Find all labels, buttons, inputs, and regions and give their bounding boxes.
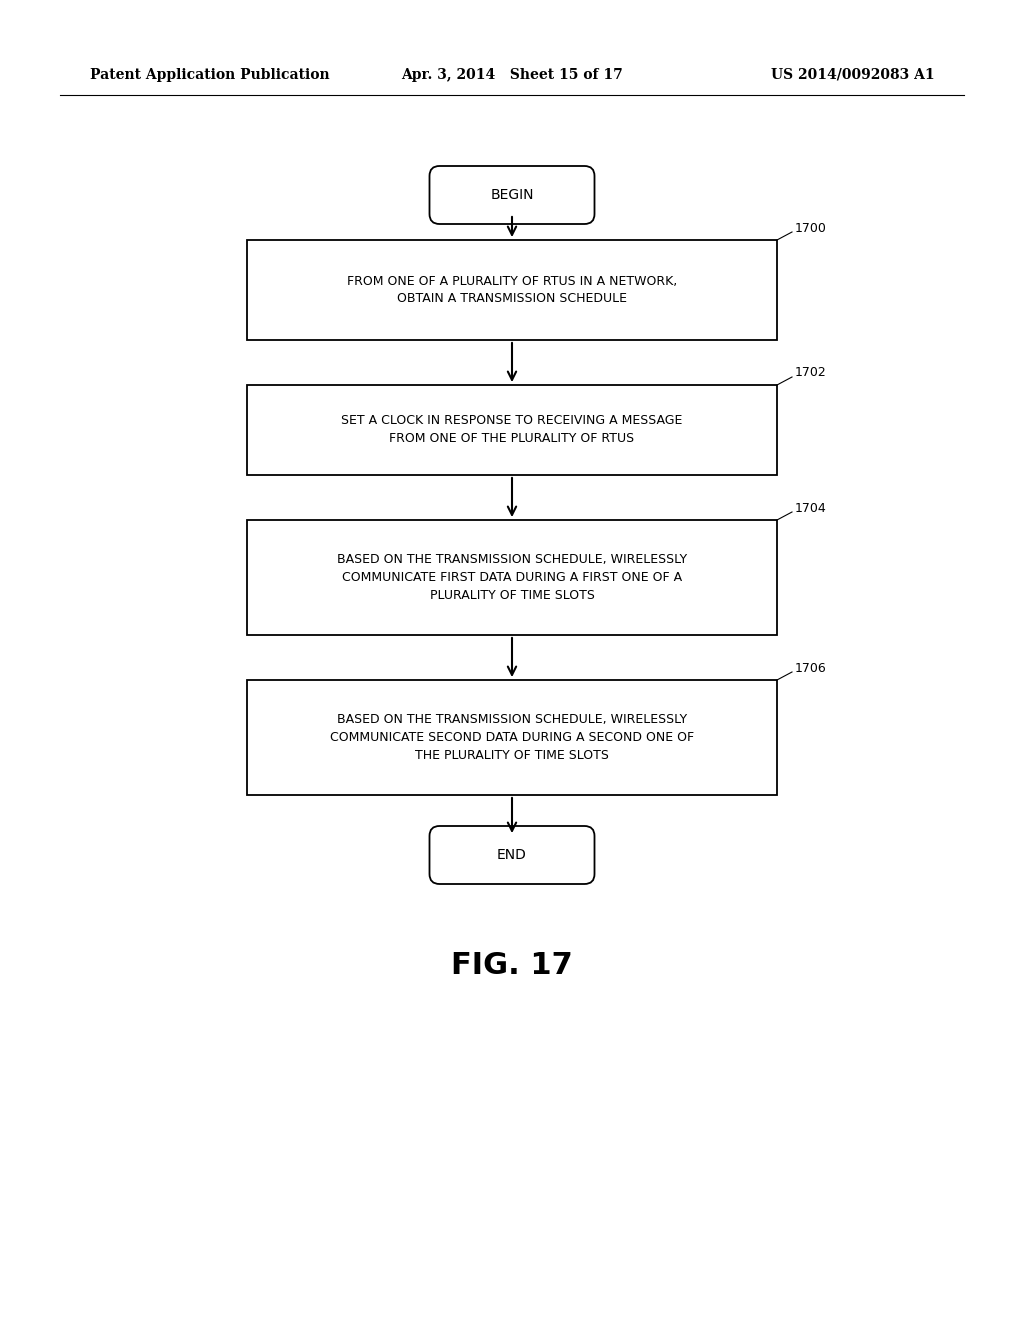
Text: 1706: 1706 <box>795 661 826 675</box>
Text: Apr. 3, 2014   Sheet 15 of 17: Apr. 3, 2014 Sheet 15 of 17 <box>401 69 623 82</box>
Text: SET A CLOCK IN RESPONSE TO RECEIVING A MESSAGE
FROM ONE OF THE PLURALITY OF RTUS: SET A CLOCK IN RESPONSE TO RECEIVING A M… <box>341 414 683 446</box>
Text: Patent Application Publication: Patent Application Publication <box>90 69 330 82</box>
Text: US 2014/0092083 A1: US 2014/0092083 A1 <box>771 69 935 82</box>
Text: BASED ON THE TRANSMISSION SCHEDULE, WIRELESSLY
COMMUNICATE SECOND DATA DURING A : BASED ON THE TRANSMISSION SCHEDULE, WIRE… <box>330 713 694 762</box>
Text: END: END <box>497 847 527 862</box>
FancyBboxPatch shape <box>247 240 777 341</box>
FancyBboxPatch shape <box>247 520 777 635</box>
Text: BASED ON THE TRANSMISSION SCHEDULE, WIRELESSLY
COMMUNICATE FIRST DATA DURING A F: BASED ON THE TRANSMISSION SCHEDULE, WIRE… <box>337 553 687 602</box>
FancyBboxPatch shape <box>429 826 595 884</box>
Text: BEGIN: BEGIN <box>490 187 534 202</box>
Text: FROM ONE OF A PLURALITY OF RTUS IN A NETWORK,
OBTAIN A TRANSMISSION SCHEDULE: FROM ONE OF A PLURALITY OF RTUS IN A NET… <box>347 275 677 305</box>
FancyBboxPatch shape <box>247 385 777 475</box>
Text: 1700: 1700 <box>795 222 826 235</box>
Text: FIG. 17: FIG. 17 <box>452 950 572 979</box>
FancyBboxPatch shape <box>247 680 777 795</box>
Text: 1702: 1702 <box>795 367 826 380</box>
Text: 1704: 1704 <box>795 502 826 515</box>
FancyBboxPatch shape <box>429 166 595 224</box>
